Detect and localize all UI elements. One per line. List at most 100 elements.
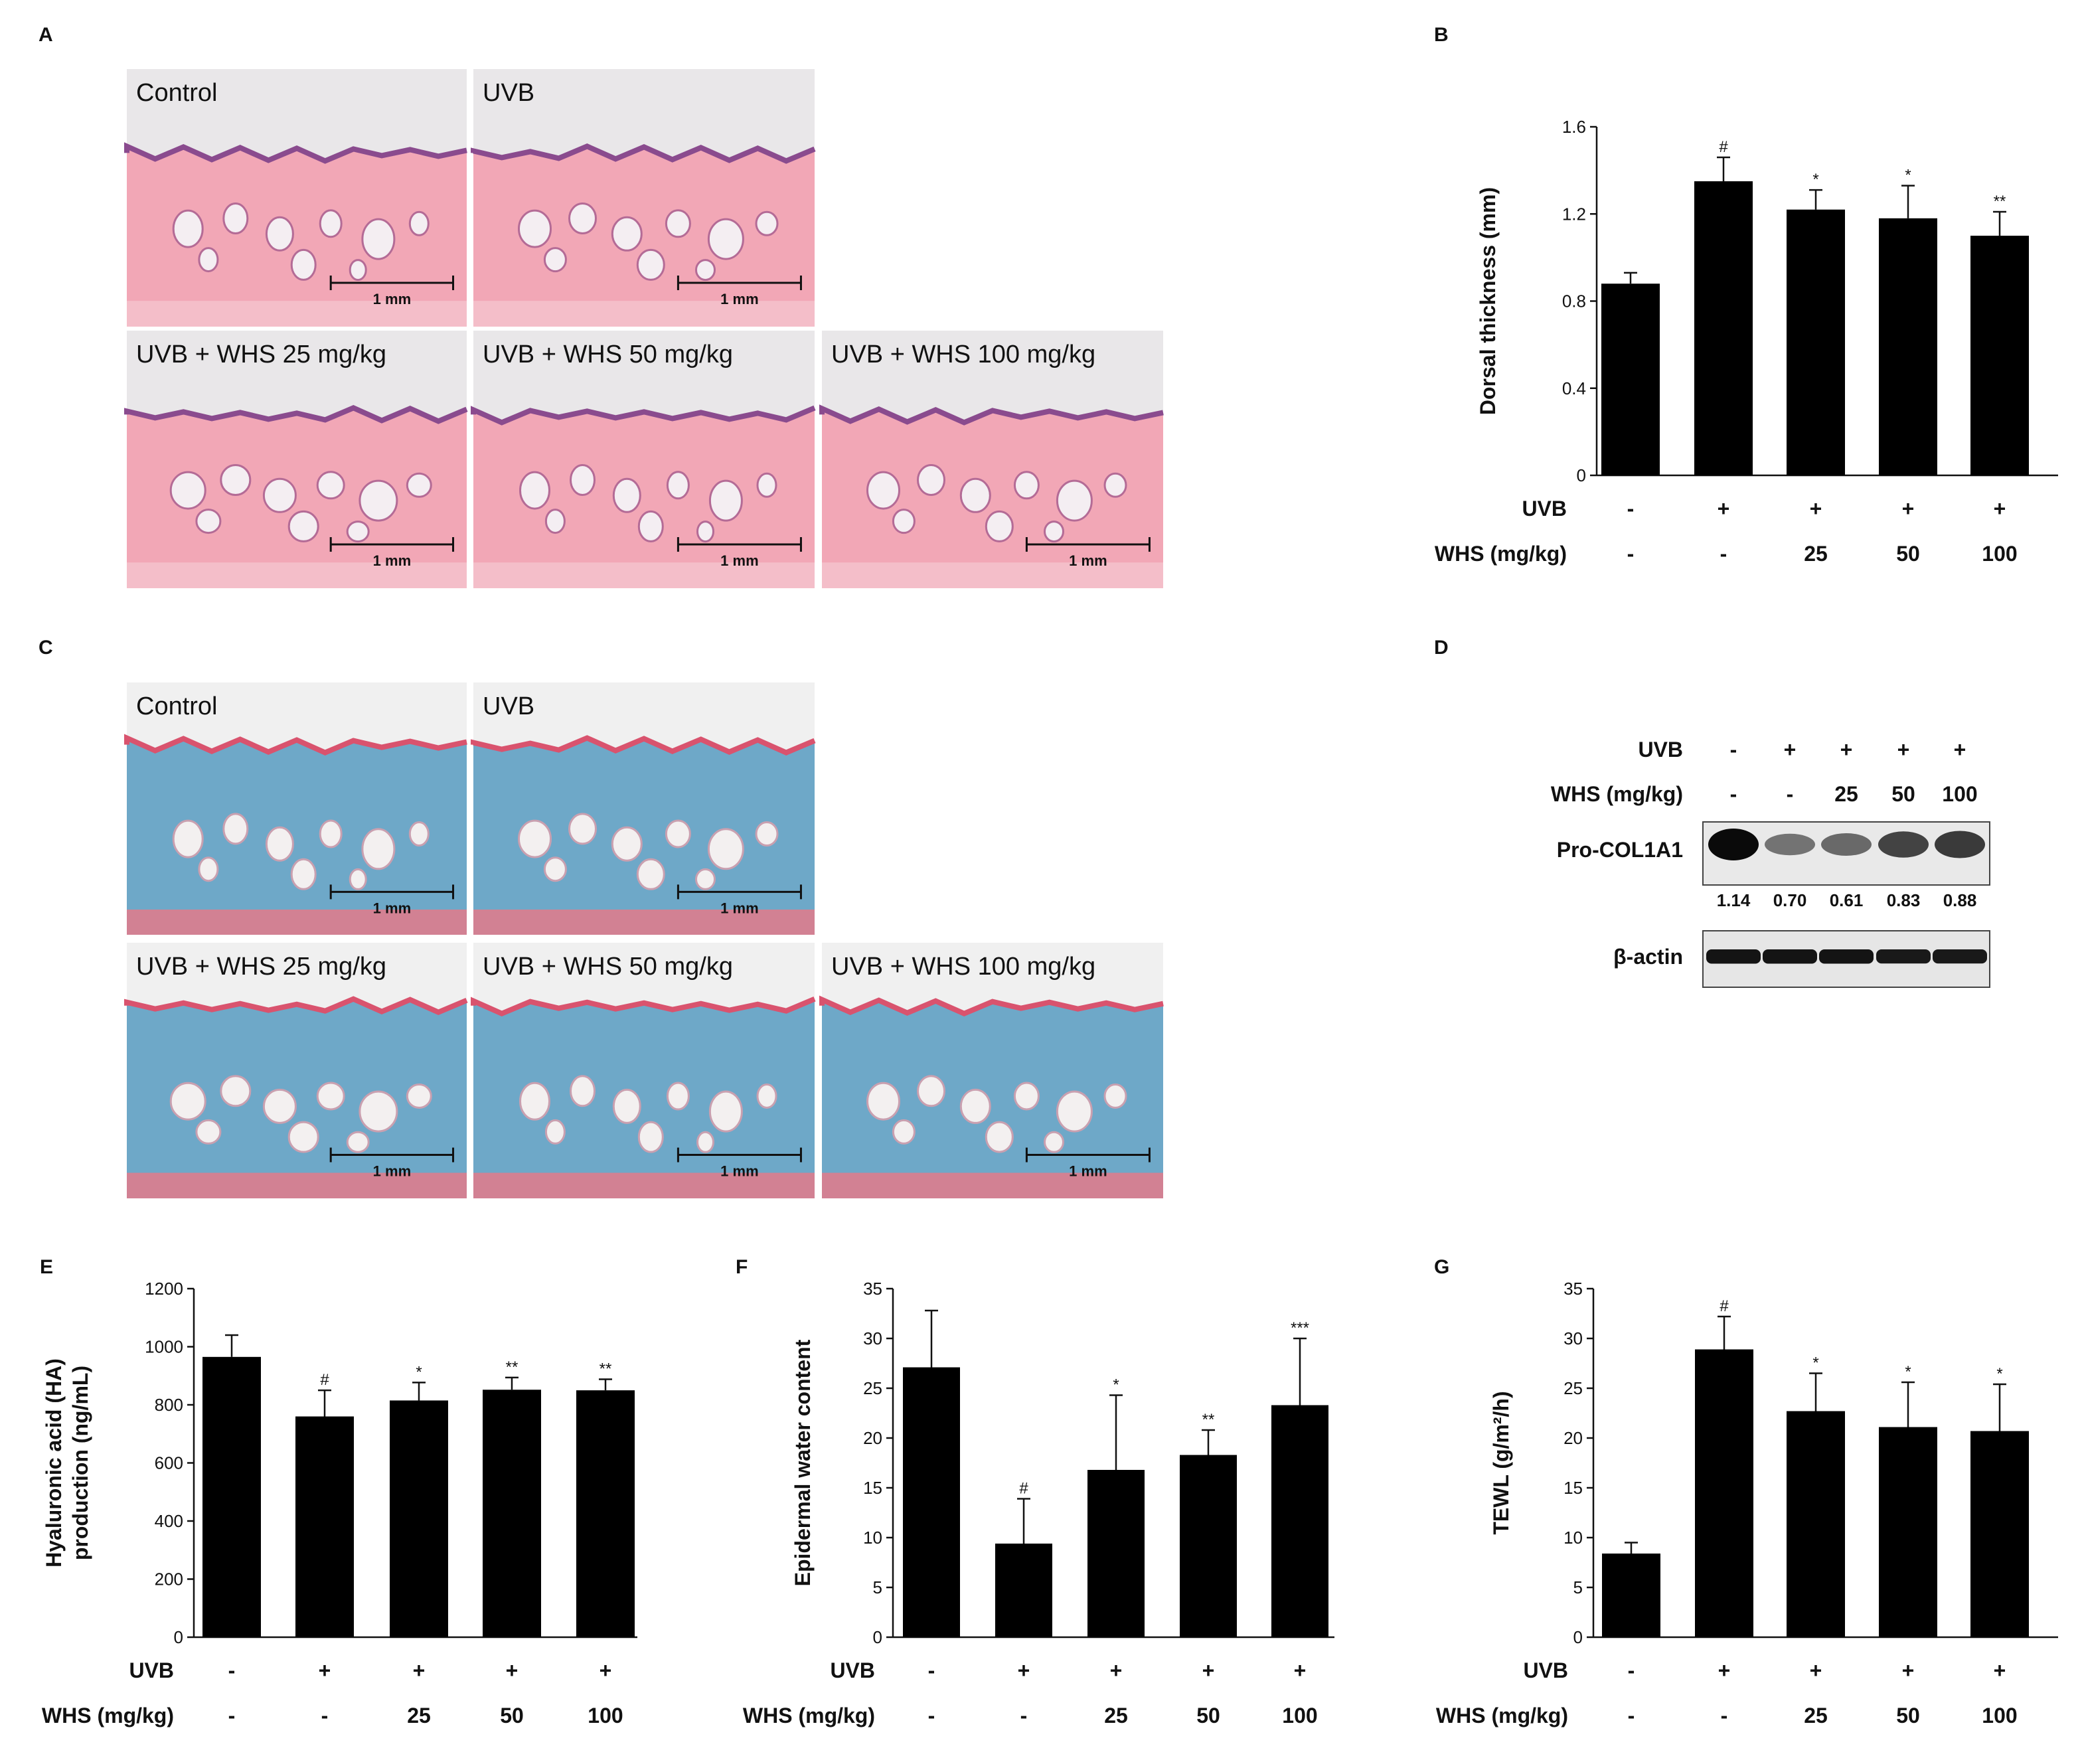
he-vacuole	[892, 509, 916, 534]
mt-vacuole	[696, 1131, 714, 1153]
mt-tissue	[473, 738, 815, 935]
wb-whs-row: - - 25 50 100	[1730, 782, 1978, 806]
uvb-row-value: +	[1810, 1658, 1822, 1682]
mt-vacuole	[637, 1121, 664, 1153]
mt-tile-2: UVB + WHS 25 mg/kg 1 mm	[124, 943, 468, 1198]
mt-vacuole	[666, 1082, 690, 1111]
panel-label-c: C	[39, 637, 53, 659]
mt-vacuole	[570, 1075, 596, 1107]
bar	[576, 1390, 635, 1637]
bar	[1694, 181, 1753, 475]
y-tick-label: 0	[1577, 465, 1586, 485]
uvb-row-value: +	[1994, 497, 2006, 521]
he-tissue	[473, 408, 815, 588]
mt-base-layer	[473, 1172, 815, 1198]
wb-uvb-label: UVB	[1638, 738, 1683, 762]
wb-ratio-row: 1.14 0.70 0.61 0.83 0.88	[1717, 890, 1977, 910]
uvb-row-value: +	[1718, 497, 1730, 521]
he-vacuole	[195, 509, 222, 534]
uvb-row-label: UVB	[1522, 497, 1567, 521]
mt-tissue	[127, 999, 467, 1198]
he-vacuole	[570, 464, 596, 496]
uvb-row-value: +	[1718, 1658, 1731, 1682]
mt-vacuole	[222, 813, 249, 845]
wb-ratio-value: 0.88	[1943, 890, 1977, 910]
he-vacuole	[544, 509, 566, 534]
y-tick-label: 10	[1563, 1528, 1583, 1548]
mt-tissue	[127, 738, 467, 935]
whs-row-value: -	[228, 1704, 236, 1727]
mt-vacuole	[892, 1119, 916, 1145]
y-tick-label: 15	[863, 1478, 882, 1498]
mt-condition-label: UVB	[483, 692, 534, 720]
uvb-row-value: +	[1994, 1658, 2006, 1682]
y-tick-label: 0	[1573, 1627, 1583, 1647]
whs-row-value: 50	[1196, 1704, 1220, 1727]
he-vacuole	[695, 259, 716, 281]
bar	[1087, 1470, 1145, 1637]
mt-tile-4: UVB + WHS 100 mg/kg 1 mm	[819, 943, 1164, 1198]
mt-condition-label: UVB + WHS 100 mg/kg	[831, 953, 1095, 981]
he-tile-0: Control 1 mm	[124, 69, 467, 327]
y-axis-label: production (ng/mL)	[68, 1366, 92, 1560]
wb-band2	[1706, 949, 1761, 964]
he-epidermis	[471, 143, 816, 164]
panel-a-he-micrographs: Control 1 mm UVB 1 mm UVB + WHS 25 mg/kg 1 mm…	[124, 69, 1164, 588]
bar	[1695, 1349, 1753, 1637]
wb-band2	[1876, 949, 1931, 964]
whs-row-value: -	[321, 1704, 329, 1727]
wb-band1	[1765, 833, 1815, 856]
y-tick-label: 1000	[145, 1337, 183, 1357]
uvb-row-label: UVB	[1523, 1658, 1568, 1682]
he-vacuole	[637, 510, 664, 542]
mt-scale-text: 1 mm	[720, 900, 758, 916]
bar	[1601, 283, 1660, 475]
bar	[390, 1400, 448, 1637]
significance-mark: #	[1720, 1297, 1729, 1315]
bar	[1271, 1405, 1328, 1637]
panel-label-b: B	[1434, 24, 1449, 46]
mt-vacuole	[346, 1131, 370, 1153]
wb-uvb-value: +	[1954, 738, 1966, 762]
uvb-row-value: -	[928, 1658, 935, 1682]
he-scale-text: 1 mm	[720, 552, 758, 569]
wb-band1	[1821, 833, 1872, 856]
he-vacuole	[1056, 479, 1093, 522]
he-tissue	[127, 408, 467, 588]
uvb-row-value: +	[1902, 497, 1915, 521]
he-tile-1: UVB 1 mm	[471, 69, 816, 327]
wb-whs-label: WHS (mg/kg)	[1551, 782, 1683, 806]
mt-tissue	[822, 999, 1163, 1198]
wb-band1-lanes	[1708, 829, 1985, 860]
he-epidermis	[124, 405, 468, 424]
mt-tissue	[473, 999, 815, 1198]
uvb-row-value: +	[600, 1658, 612, 1682]
significance-mark: *	[1996, 1365, 2002, 1383]
mt-vacuole	[985, 1121, 1014, 1153]
y-tick-label: 1.2	[1562, 204, 1586, 224]
he-vacuole	[198, 247, 219, 273]
significance-mark: *	[1812, 171, 1818, 189]
y-tick-label: 20	[1563, 1428, 1583, 1448]
panel-label-d: D	[1434, 637, 1449, 659]
y-axis-label: Epidermal water content	[791, 1339, 815, 1586]
he-vacuole	[707, 218, 744, 260]
he-scale-text: 1 mm	[373, 291, 411, 307]
he-epidermis	[471, 405, 816, 426]
y-tick-label: 600	[155, 1453, 183, 1473]
mt-condition-label: UVB + WHS 25 mg/kg	[136, 953, 386, 981]
wb-band2-label: β-actin	[1613, 945, 1683, 969]
y-tick-label: 30	[1563, 1328, 1583, 1348]
mt-condition-label: UVB + WHS 50 mg/kg	[483, 953, 733, 981]
mt-vacuole	[349, 868, 367, 890]
y-tick-label: 1200	[145, 1279, 183, 1299]
significance-mark: #	[1019, 1480, 1028, 1498]
mt-scale-text: 1 mm	[1069, 1163, 1107, 1180]
uvb-row-value: -	[1627, 497, 1635, 521]
chart-hyaluronic-acid: 0 200 400 600 800 1000 1200 Hyaluronic acid (HA…	[42, 1279, 637, 1727]
mt-scale-text: 1 mm	[373, 900, 411, 916]
he-vacuole	[172, 209, 204, 248]
mt-tile-3: UVB + WHS 50 mg/kg 1 mm	[471, 943, 816, 1198]
significance-mark: *	[1905, 167, 1911, 185]
he-vacuole	[519, 471, 550, 510]
